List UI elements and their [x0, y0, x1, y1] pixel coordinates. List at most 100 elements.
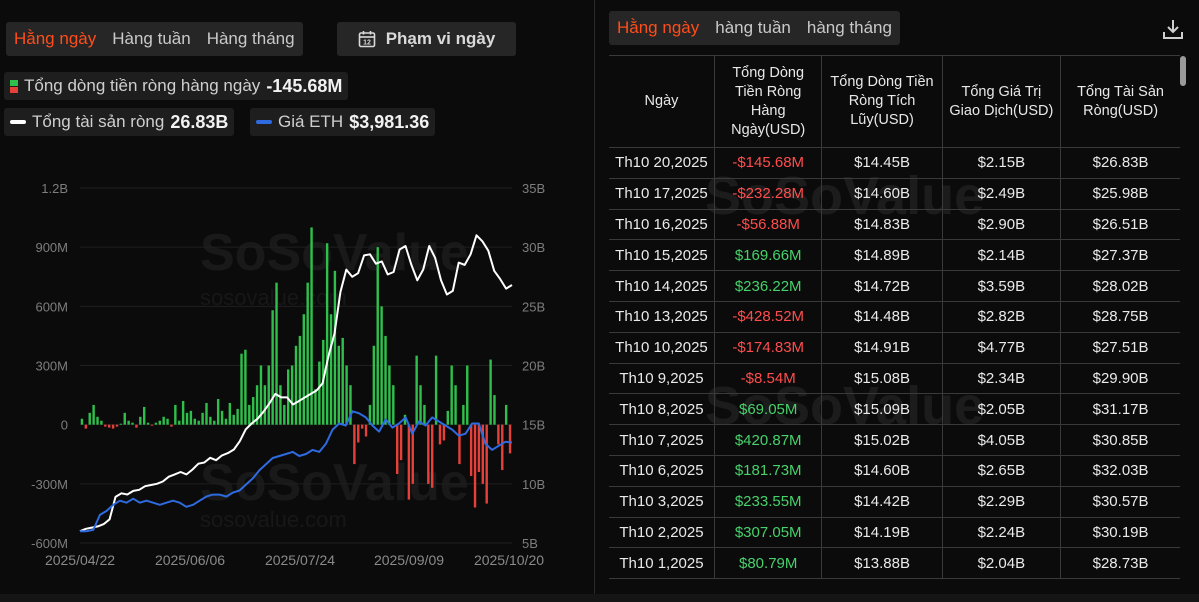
- table-row[interactable]: Th10 14,2025 $236.22M $14.72B $3.59B $28.02B: [609, 270, 1180, 302]
- cell-traded-value: $2.65B: [941, 455, 1061, 487]
- inflow-bar: [162, 416, 165, 425]
- inflow-bar: [341, 337, 344, 425]
- table-tab-daily[interactable]: Hằng ngày: [617, 18, 700, 37]
- col-header-date[interactable]: Ngày: [609, 55, 715, 148]
- legend-net-assets-label: Tổng tài sản ròng: [32, 112, 165, 131]
- col-header-traded-value[interactable]: Tổng Giá Trị Giao Dịch(USD): [941, 55, 1061, 148]
- cell-date: Th10 16,2025: [609, 209, 715, 241]
- col-header-cumulative-flow[interactable]: Tổng Dòng Tiền Ròng Tích Lũy(USD): [821, 55, 943, 148]
- table-row[interactable]: Th10 1,2025 $80.79M $13.88B $2.04B $28.73B: [609, 547, 1180, 580]
- right-axis-tick: 20B: [522, 359, 545, 374]
- cell-daily-flow: $69.05M: [713, 393, 822, 426]
- cell-daily-flow: $181.73M: [713, 455, 822, 487]
- outflow-bar: [438, 424, 442, 445]
- inflow-bar: [158, 420, 161, 425]
- cell-net-assets: $29.90B: [1060, 363, 1180, 395]
- cell-daily-flow: -$56.88M: [713, 209, 822, 241]
- inflow-bar: [88, 412, 91, 425]
- table-row[interactable]: Th10 3,2025 $233.55M $14.42B $2.29B $30.57B: [609, 486, 1180, 518]
- cell-traded-value: $2.05B: [941, 393, 1061, 426]
- inflow-bar: [154, 422, 158, 425]
- inflow-bar: [294, 345, 298, 425]
- cell-date: Th10 9,2025: [609, 363, 715, 395]
- legend-net-assets[interactable]: Tổng tài sản ròng 26.83B: [4, 108, 235, 136]
- table-panel: Hằng ngày hàng tuần hàng tháng SoSoValue…: [594, 0, 1199, 602]
- x-axis-tick: 2025/06/06: [155, 552, 225, 568]
- cell-daily-flow: $236.22M: [713, 270, 822, 302]
- outflow-bar: [411, 424, 414, 484]
- inflow-bar: [232, 414, 235, 425]
- table-row[interactable]: Th10 2,2025 $307.05M $14.19B $2.24B $30.19B: [609, 517, 1180, 549]
- outflow-bar: [364, 424, 368, 437]
- table-tab-monthly[interactable]: hàng tháng: [806, 18, 892, 37]
- outflow-bar: [399, 424, 403, 461]
- table-row[interactable]: Th10 13,2025 -$428.52M $14.48B $2.82B $28.75…: [609, 301, 1180, 333]
- table-row[interactable]: Th10 6,2025 $181.73M $14.60B $2.65B $32.03B: [609, 455, 1180, 487]
- legend-daily-flow[interactable]: Tổng dòng tiền ròng hàng ngày -145.68M: [4, 72, 349, 100]
- cell-traded-value: $4.77B: [941, 332, 1061, 364]
- left-axis-tick: 300M: [35, 359, 68, 374]
- inflow-bar: [434, 355, 438, 425]
- cell-traded-value: $2.34B: [941, 363, 1061, 395]
- col-header-net-assets[interactable]: Tổng Tài Sản Ròng(USD): [1060, 55, 1180, 148]
- inflow-bar: [349, 385, 352, 425]
- legend-net-assets-value: 26.83B: [170, 111, 229, 132]
- tab-daily[interactable]: Hằng ngày: [14, 29, 97, 48]
- table-scrollbar[interactable]: [1180, 56, 1186, 86]
- table-tab-weekly[interactable]: hàng tuần: [715, 18, 791, 37]
- cell-date: Th10 3,2025: [609, 486, 715, 518]
- calendar-icon: 12: [358, 31, 375, 48]
- inflow-bar: [462, 404, 465, 425]
- table-row[interactable]: Th10 17,2025 -$232.28M $14.60B $2.49B $25.98…: [609, 178, 1180, 210]
- outflow-bar: [427, 424, 430, 484]
- cell-net-assets: $26.83B: [1060, 147, 1180, 179]
- etf-flow-chart[interactable]: SoSoValue sosovalue.com SoSoValue sosova…: [0, 170, 594, 575]
- inflow-bar: [92, 404, 95, 425]
- legend-eth-price[interactable]: Giá ETH $3,981.36: [250, 108, 436, 136]
- outflow-bar: [104, 424, 107, 427]
- inflow-bar: [267, 365, 270, 425]
- inflow-bar: [251, 397, 255, 425]
- outflow-bar: [115, 424, 119, 427]
- right-axis-tick: 35B: [522, 181, 545, 196]
- outflow-bar: [357, 424, 360, 443]
- cell-cumulative-flow: $14.60B: [821, 178, 943, 210]
- cell-cumulative-flow: $14.60B: [821, 455, 943, 487]
- cell-traded-value: $3.59B: [941, 270, 1061, 302]
- outflow-bar: [170, 424, 173, 427]
- cell-traded-value: $2.82B: [941, 301, 1061, 333]
- date-range-button[interactable]: 12 Phạm vi ngày: [337, 22, 516, 56]
- cell-daily-flow: $169.66M: [713, 239, 822, 272]
- inflow-bar: [329, 314, 333, 425]
- inflow-bar: [189, 410, 193, 425]
- table-row[interactable]: Th10 15,2025 $169.66M $14.89B $2.14B $27.37B: [609, 239, 1180, 272]
- table-row[interactable]: Th10 8,2025 $69.05M $15.09B $2.05B $31.17B: [609, 393, 1180, 426]
- inflow-bar: [419, 385, 422, 425]
- outflow-bar: [458, 424, 461, 465]
- cell-cumulative-flow: $14.83B: [821, 209, 943, 241]
- table-row[interactable]: Th10 7,2025 $420.87M $15.02B $4.05B $30.85B: [609, 424, 1180, 456]
- inflow-bar: [279, 385, 282, 425]
- cell-cumulative-flow: $15.09B: [821, 393, 943, 426]
- tab-weekly[interactable]: Hàng tuần: [112, 29, 191, 48]
- table-row[interactable]: Th10 20,2025 -$145.68M $14.45B $2.15B $26.83…: [609, 147, 1180, 179]
- inflow-bar: [123, 412, 126, 425]
- table-row[interactable]: Th10 9,2025 -$8.54M $15.08B $2.34B $29.90B: [609, 363, 1180, 395]
- download-icon[interactable]: [1160, 16, 1186, 42]
- eth-price-line: [80, 410, 513, 533]
- inflow-bar: [368, 404, 372, 425]
- inflow-bar: [197, 420, 200, 425]
- outflow-bar: [111, 424, 115, 429]
- table-row[interactable]: Th10 10,2025 -$174.83M $14.91B $4.77B $27.51…: [609, 332, 1180, 364]
- cell-date: Th10 14,2025: [609, 270, 715, 302]
- inflow-bar: [131, 422, 134, 425]
- line-swatch-icon: [256, 120, 272, 124]
- col-header-daily-flow[interactable]: Tổng Dòng Tiền Ròng Hàng Ngày(USD): [713, 55, 822, 148]
- inflow-bar: [298, 335, 302, 425]
- inflow-bar: [345, 365, 348, 425]
- inflow-bar: [166, 418, 169, 425]
- cell-cumulative-flow: $14.48B: [821, 301, 943, 333]
- outflow-bar: [497, 424, 500, 445]
- tab-monthly[interactable]: Hàng tháng: [206, 29, 295, 48]
- table-row[interactable]: Th10 16,2025 -$56.88M $14.83B $2.90B $26.51B: [609, 209, 1180, 241]
